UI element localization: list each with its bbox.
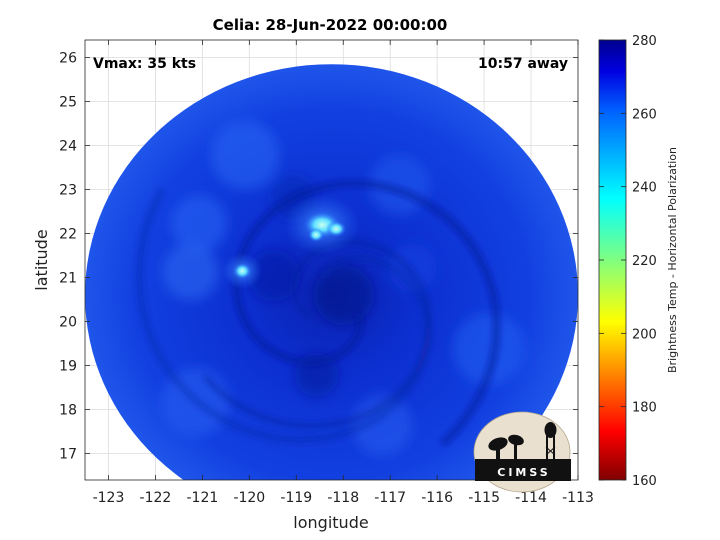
y-tick-label: 17 (59, 447, 77, 463)
logo-tower-tank (544, 422, 557, 438)
map-title: Celia: 28-Jun-2022 00:00:00 (213, 16, 448, 34)
cloud-band (247, 249, 300, 302)
x-axis-label: longitude (293, 513, 368, 532)
logo-building (475, 459, 571, 481)
y-tick-label: 25 (59, 95, 77, 111)
warm-spot (233, 263, 252, 279)
longitude-ticks: -123 -122 -121 -120 -119 -118 -117 -116 -115 -114… (93, 40, 594, 506)
y-tick-label: 21 (59, 271, 77, 287)
logo-tower-leg (546, 431, 548, 463)
cloud-band (162, 243, 219, 300)
logo-dish-post (514, 443, 517, 461)
cloud-band (211, 121, 280, 190)
logo-text: CIMSS (497, 466, 550, 479)
logo-dish (488, 437, 508, 451)
colorbar-label: Brightness Temp - Horizontal Polarizatio… (666, 147, 679, 373)
colorbar-tick-label: 280 (632, 34, 657, 49)
x-tick-label: -123 (93, 490, 125, 506)
y-tick-label: 24 (59, 139, 77, 155)
x-tick-label: -113 (562, 490, 594, 506)
colorbar-tick-label: 160 (632, 474, 657, 489)
logo-dish-post (496, 447, 500, 461)
y-axis-label: latitude (32, 229, 51, 290)
logo-tower-leg (553, 431, 555, 463)
spiral-arms (135, 179, 501, 447)
x-tick-label: -120 (233, 490, 265, 506)
time-away-label: 10:57 away (478, 56, 568, 72)
warm-spot (308, 227, 325, 242)
logo-dish (508, 434, 524, 446)
colorbar-tick-label: 180 (632, 401, 657, 416)
x-tick-label: -114 (515, 490, 547, 506)
colorbar-tick-label: 260 (632, 107, 657, 122)
y-tick-label: 18 (59, 403, 77, 419)
cloud-band (352, 395, 413, 456)
y-tick-label: 23 (59, 183, 77, 199)
spiral-arm (135, 187, 431, 444)
cloud-band (388, 243, 437, 292)
cimss-logo: CIMSS (473, 411, 571, 493)
y-tick-label: 22 (59, 227, 77, 243)
y-tick-label: 19 (59, 359, 77, 375)
colorbar: 160 180 200 220 240 260 280 Brightness Temp - … (598, 34, 679, 489)
vmax-label: Vmax: 35 kts (93, 56, 196, 72)
satellite-swath (85, 64, 578, 480)
x-tick-label: -117 (374, 490, 406, 506)
cloud-band (171, 195, 228, 252)
cloud-band (453, 312, 526, 385)
x-tick-label: -118 (327, 490, 359, 506)
logo-tower-brace (545, 446, 556, 456)
colorbar-tick-label: 220 (632, 254, 657, 269)
y-tick-label: 20 (59, 315, 77, 331)
x-tick-label: -119 (280, 490, 312, 506)
plot-area: -123 -122 -121 -120 -119 -118 -117 -116 -115 -114… (59, 39, 594, 506)
colorbar-ticks: 160 180 200 220 240 260 280 (599, 34, 657, 489)
colorbar-tick-label: 240 (632, 181, 657, 196)
x-tick-label: -116 (421, 490, 453, 506)
spiral-arm (202, 239, 433, 429)
cloud-band (313, 265, 374, 326)
y-tick-label: 26 (59, 51, 77, 67)
x-tick-label: -121 (186, 490, 218, 506)
colorbar-tick-label: 200 (632, 327, 657, 342)
plot-frame (84, 39, 579, 481)
spiral-arm (232, 179, 501, 447)
x-tick-label: -115 (468, 490, 500, 506)
latitude-ticks: 17 18 19 20 21 22 23 24 25 26 (59, 51, 578, 463)
x-tick-label: -122 (140, 490, 172, 506)
warm-spot (326, 220, 347, 237)
